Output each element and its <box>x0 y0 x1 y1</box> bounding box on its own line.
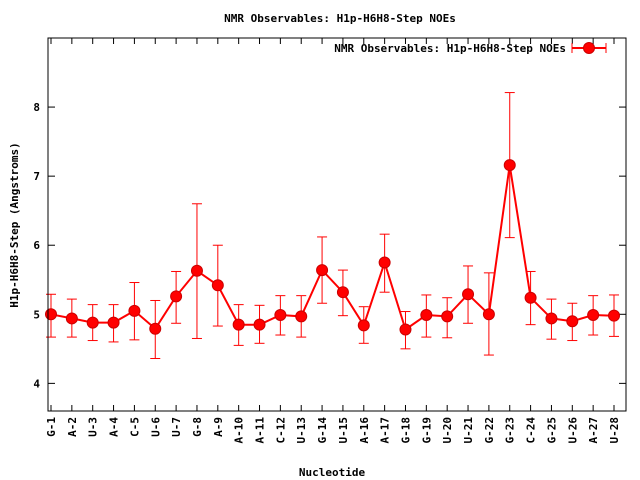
x-tick-label: C-24 <box>525 417 538 444</box>
x-tick-label: C-12 <box>274 417 287 444</box>
x-tick-label: U-15 <box>337 417 350 444</box>
data-point <box>190 264 203 277</box>
data-point <box>211 279 224 292</box>
data-point <box>503 159 516 172</box>
x-tick-label: A-9 <box>212 417 225 437</box>
x-tick-label: G-18 <box>399 417 412 444</box>
plot-frame <box>47 37 627 412</box>
data-point <box>336 286 349 299</box>
data-point <box>482 308 495 321</box>
data-point <box>420 308 433 321</box>
x-tick-label: A-17 <box>379 417 392 444</box>
x-tick-label: U-7 <box>170 417 183 437</box>
x-tick-label: U-26 <box>566 417 579 444</box>
data-point <box>170 290 183 303</box>
x-tick-label: U-28 <box>608 417 621 444</box>
x-tick-label: G-25 <box>545 417 558 444</box>
x-axis-label: Nucleotide <box>299 466 366 479</box>
data-point <box>357 319 370 332</box>
x-tick-label: G-1 <box>45 417 58 437</box>
data-point <box>587 308 600 321</box>
x-tick-label: A-27 <box>587 417 600 444</box>
series-line <box>50 164 615 332</box>
data-point <box>107 316 120 329</box>
x-tick-label: U-3 <box>87 417 100 437</box>
y-tick-label: 6 <box>33 239 40 252</box>
data-point <box>378 256 391 269</box>
data-point <box>65 312 78 325</box>
y-axis-label: H1p-H6H8-Step (Angstroms) <box>8 142 21 308</box>
y-tick-label: 7 <box>33 170 40 183</box>
x-tick-label: G-19 <box>420 417 433 444</box>
data-point <box>86 316 99 329</box>
data-point <box>128 304 141 317</box>
data-point <box>566 315 579 328</box>
data-points <box>45 159 620 336</box>
x-tick-label: A-11 <box>254 417 267 444</box>
data-point <box>45 308 57 321</box>
y-axis-ticks: 4 5 6 7 8 <box>33 101 626 390</box>
y-tick-label: 4 <box>33 377 40 390</box>
x-tick-label: C-5 <box>128 417 141 437</box>
x-tick-label: G-22 <box>483 417 496 444</box>
x-tick-label: U-6 <box>149 417 162 437</box>
legend: NMR Observables: H1p-H6H8-Step NOEs <box>334 42 607 55</box>
x-tick-label: A-4 <box>108 417 121 437</box>
data-point <box>462 288 475 301</box>
legend-marker <box>583 42 595 54</box>
data-point <box>274 308 287 321</box>
data-point <box>608 309 620 322</box>
data-point <box>149 322 162 335</box>
data-point <box>232 318 245 331</box>
x-axis-ticks: G-1 A-2 U-3 A-4 C-5 U-6 U-7 G-8 A-9 A-10 A-11 C-12 U… <box>45 38 621 444</box>
legend-label: NMR Observables: H1p-H6H8-Step NOEs <box>334 42 566 55</box>
data-point <box>316 264 329 277</box>
data-point <box>441 310 454 323</box>
y-tick-label: 5 <box>33 308 40 321</box>
y-tick-label: 8 <box>33 101 40 114</box>
data-point <box>253 318 266 331</box>
x-tick-label: U-20 <box>441 417 454 444</box>
data-point <box>545 312 558 325</box>
x-tick-label: G-8 <box>191 417 204 437</box>
x-tick-label: A-2 <box>66 417 79 437</box>
x-tick-label: A-10 <box>233 417 246 444</box>
data-point <box>295 310 308 323</box>
data-point <box>399 323 412 336</box>
chart-title: NMR Observables: H1p-H6H8-Step NOEs <box>224 12 456 25</box>
x-tick-label: A-16 <box>358 417 371 444</box>
x-tick-label: U-21 <box>462 417 475 444</box>
x-tick-label: G-23 <box>504 417 517 444</box>
x-tick-label: G-14 <box>316 417 329 444</box>
x-tick-label: U-13 <box>295 417 308 444</box>
data-point <box>524 291 537 304</box>
error-bars <box>46 92 619 360</box>
